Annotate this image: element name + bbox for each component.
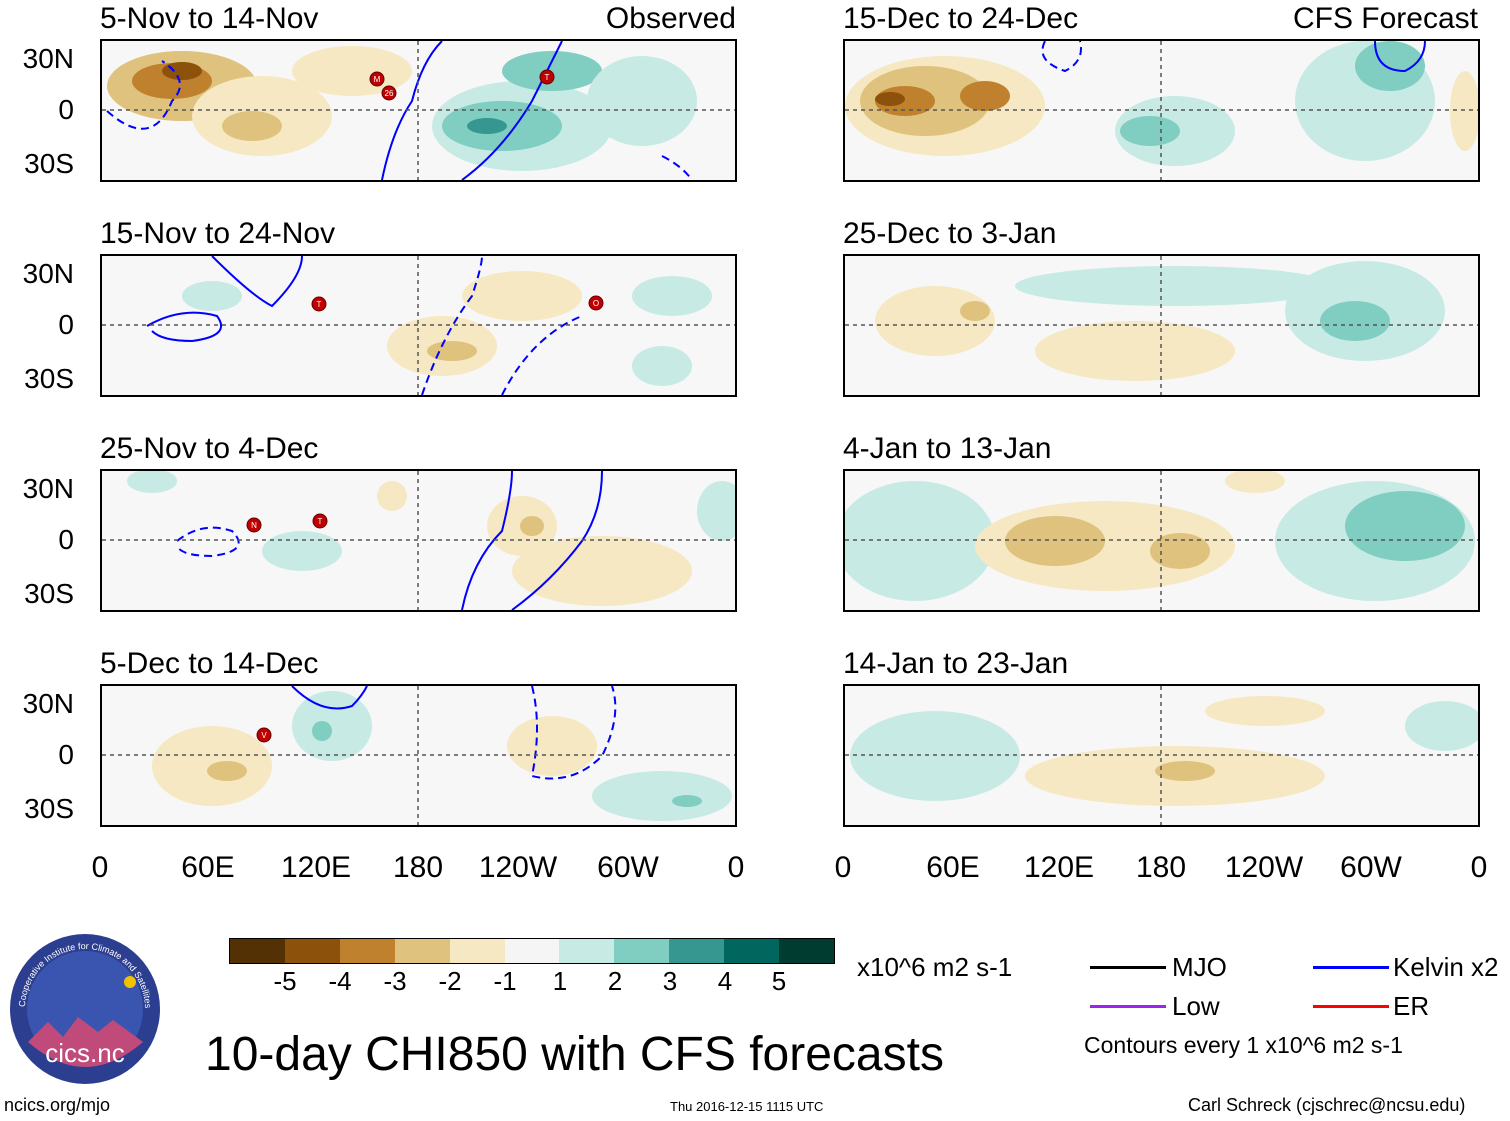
map-panel-obs-3 xyxy=(100,469,737,612)
map-panel-fcst-2 xyxy=(843,254,1480,397)
storm-marker-label: V xyxy=(261,731,267,740)
lat-label-30n: 30N xyxy=(22,473,74,504)
storm-marker: M xyxy=(369,71,385,87)
colorbar-swatch xyxy=(559,939,615,963)
map-panel-fcst-4 xyxy=(843,684,1480,827)
observed-label: Observed xyxy=(605,2,736,35)
storm-marker-label: T xyxy=(545,73,550,82)
lon-label-right-120w: 120W xyxy=(1224,851,1304,884)
er-legend-line xyxy=(1313,1005,1389,1008)
colorbar-label: -4 xyxy=(328,966,352,996)
storm-marker-label: 26 xyxy=(385,89,394,98)
footer-timestamp: Thu 2016-12-15 1115 UTC xyxy=(670,1099,824,1114)
lat-label-30n: 30N xyxy=(22,258,74,289)
colorbar-swatch xyxy=(779,939,834,963)
storm-marker: N xyxy=(246,517,262,533)
lon-label-right-0: 0 xyxy=(834,851,852,884)
colorbar-label: 2 xyxy=(607,966,623,996)
storm-marker: T xyxy=(312,513,328,529)
cfs-forecast-label: CFS Forecast xyxy=(1292,2,1478,35)
lon-label-right-0-end: 0 xyxy=(1470,851,1488,884)
storm-marker: V xyxy=(256,727,272,743)
colorbar-swatch xyxy=(230,939,285,963)
colorbar-swatch xyxy=(614,939,670,963)
panel-title-1: 5-Nov to 14-Nov xyxy=(100,2,319,35)
map-panel-obs-2 xyxy=(100,254,737,397)
storm-marker-label: N xyxy=(251,521,257,530)
map-panel-fcst-3 xyxy=(843,469,1480,612)
logo-text: cics.nc xyxy=(45,1038,124,1068)
lon-label-left-120e: 120E xyxy=(280,851,352,884)
lon-label-left-180: 180 xyxy=(392,851,444,884)
storm-marker: 26 xyxy=(381,85,397,101)
colorbar-label: -2 xyxy=(438,966,462,996)
colorbar-label: 4 xyxy=(717,966,733,996)
lon-label-right-120e: 120E xyxy=(1023,851,1095,884)
lat-label-30s: 30S xyxy=(24,793,74,824)
storm-marker: T xyxy=(311,296,327,312)
colorbar-label: 5 xyxy=(771,966,787,996)
storm-marker: T xyxy=(539,69,555,85)
lat-label-0: 0 xyxy=(58,94,74,125)
lon-label-left-60w: 60W xyxy=(597,851,659,884)
er-legend-label: ER xyxy=(1393,991,1430,1021)
colorbar-swatch xyxy=(669,939,725,963)
colorbar-label: -3 xyxy=(383,966,407,996)
lat-label-30s: 30S xyxy=(24,148,74,179)
lat-label-30s: 30S xyxy=(24,578,74,609)
lon-label-right-60e: 60E xyxy=(926,851,980,884)
storm-marker: O xyxy=(588,295,604,311)
panel-title-5: 15-Dec to 24-Dec xyxy=(843,2,1079,35)
storm-marker-label: M xyxy=(374,75,381,84)
colorbar-label: 1 xyxy=(552,966,568,996)
mjo-legend-label: MJO xyxy=(1172,952,1227,982)
storm-marker-label: T xyxy=(317,300,322,309)
colorbar-swatch xyxy=(394,939,450,963)
lon-label-left-0-end: 0 xyxy=(727,851,745,884)
map-panel-obs-1 xyxy=(100,39,737,182)
lon-label-left-0: 0 xyxy=(91,851,109,884)
mjo-legend-line xyxy=(1090,966,1166,969)
lat-label-0: 0 xyxy=(58,739,74,770)
lon-label-right-60w: 60W xyxy=(1340,851,1402,884)
storm-marker-label: O xyxy=(593,299,599,308)
panel-title-3: 25-Nov to 4-Dec xyxy=(100,432,319,465)
colorbar-swatch xyxy=(504,939,560,963)
low-legend-line xyxy=(1090,1005,1166,1008)
footer-author: Carl Schreck (cjschrec@ncsu.edu) xyxy=(1188,1095,1466,1115)
lat-label-0: 0 xyxy=(58,309,74,340)
colorbar-swatch xyxy=(339,939,395,963)
panel-title-8: 14-Jan to 23-Jan xyxy=(843,647,1069,680)
panel-title-7: 4-Jan to 13-Jan xyxy=(843,432,1052,465)
lat-label-30n: 30N xyxy=(22,43,74,74)
lon-label-left-120w: 120W xyxy=(478,851,558,884)
colorbar-label: 3 xyxy=(662,966,678,996)
main-title: 10-day CHI850 with CFS forecasts xyxy=(205,1028,944,1081)
colorbar-units: x10^6 m2 s-1 xyxy=(857,952,1013,982)
map-panel-obs-4 xyxy=(100,684,737,827)
cics-logo: cics.nc Cooperative Institute for Climat… xyxy=(10,934,160,1084)
map-panel-fcst-1 xyxy=(843,39,1480,182)
lat-label-30s: 30S xyxy=(24,363,74,394)
kelvin-legend-line xyxy=(1313,966,1389,969)
colorbar-label: -5 xyxy=(273,966,297,996)
colorbar-swatch xyxy=(284,939,340,963)
lon-label-right-180: 180 xyxy=(1135,851,1187,884)
panel-title-6: 25-Dec to 3-Jan xyxy=(843,217,1057,250)
lat-label-0: 0 xyxy=(58,524,74,555)
colorbar xyxy=(229,938,835,964)
panel-title-2: 15-Nov to 24-Nov xyxy=(100,217,336,250)
colorbar-swatch xyxy=(449,939,505,963)
kelvin-legend-label: Kelvin x2 xyxy=(1393,952,1499,982)
storm-marker-label: T xyxy=(318,517,323,526)
lat-label-30n: 30N xyxy=(22,688,74,719)
footer-url[interactable]: ncics.org/mjo xyxy=(4,1095,111,1115)
contour-note: Contours every 1 x10^6 m2 s-1 xyxy=(1084,1032,1403,1058)
panel-title-4: 5-Dec to 14-Dec xyxy=(100,647,319,680)
lon-label-left-60e: 60E xyxy=(181,851,235,884)
colorbar-label: -1 xyxy=(493,966,517,996)
colorbar-swatch xyxy=(724,939,780,963)
low-legend-label: Low xyxy=(1172,991,1220,1021)
